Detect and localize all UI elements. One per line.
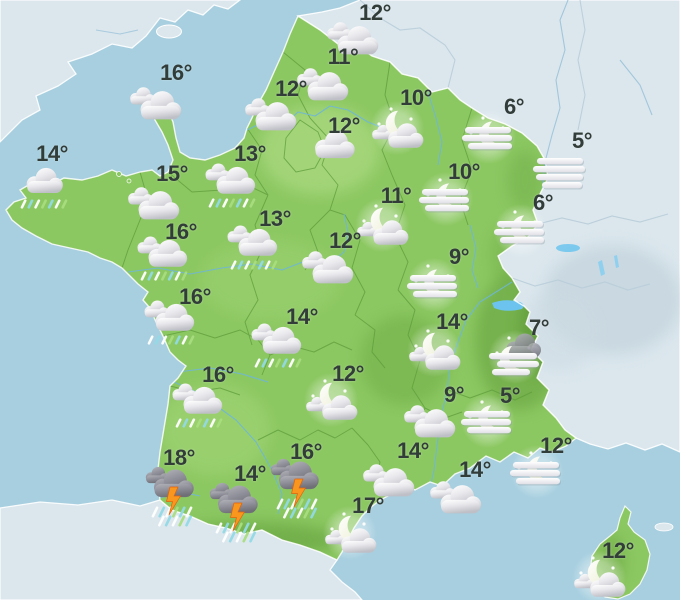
clouds-drizzle-icon [251, 323, 302, 368]
temperature-label: 18° [163, 445, 195, 470]
temperature-label: 12° [332, 361, 364, 386]
cloud-icon [315, 130, 355, 159]
channel-island [126, 178, 132, 184]
clouds-icon [130, 87, 182, 120]
storm-icon [270, 458, 319, 519]
temperature-label: 5° [499, 383, 521, 408]
clouds-drizzle-icon [205, 163, 256, 208]
england-river [95, 29, 139, 35]
temperature-label: 10° [448, 159, 480, 184]
clouds-drizzle-icon [172, 383, 223, 428]
temperature-label: 11° [380, 183, 412, 208]
italian-lakes [598, 255, 619, 276]
clouds-icon [128, 187, 180, 220]
temperature-label: 12° [540, 433, 572, 458]
temperature-label: 14° [36, 141, 68, 166]
moon-cloud-icon [304, 373, 358, 427]
storm-icon [209, 482, 258, 543]
moon-fog-icon [419, 172, 473, 226]
temperature-label: 5° [571, 128, 593, 153]
temperature-label: 14° [234, 461, 266, 486]
fog-icon [533, 158, 586, 190]
temperature-label: 12° [328, 113, 360, 138]
foreign-rivers [544, 0, 653, 163]
foreign-borders [359, 0, 669, 291]
foreign-relief [520, 245, 680, 370]
moon-fog-icon [407, 258, 461, 312]
corsica-border [589, 504, 651, 600]
channel-island [116, 171, 122, 177]
storm-icon [145, 466, 194, 527]
temperature-label: 6° [532, 190, 554, 215]
clouds-icon [245, 98, 297, 131]
temperature-label: 6° [503, 94, 525, 119]
temperature-label: 13° [259, 206, 291, 231]
moon-cloud-icon [355, 198, 409, 252]
england-landmass [0, 0, 242, 143]
moon-fog-icon [510, 445, 564, 499]
lake-geneva [492, 300, 524, 311]
temperature-label: 14° [397, 438, 429, 463]
elba-island [654, 522, 674, 532]
cloud-drizzle-icon [20, 167, 68, 209]
clouds-icon [363, 464, 415, 497]
temperature-label: 10° [400, 85, 432, 110]
temperature-label: 15° [156, 161, 188, 186]
temperature-label: 11° [327, 44, 359, 69]
moon-cloud-icon [572, 550, 626, 600]
temperature-label: 17° [352, 493, 384, 518]
clouds-icon [297, 68, 349, 101]
clouds-icon [404, 405, 456, 438]
temperature-label: 14° [286, 304, 318, 329]
clouds-icon [327, 22, 379, 55]
isle-of-wight [156, 24, 182, 39]
moon-fog-cloud-icon [488, 330, 542, 384]
temperature-label: 14° [459, 457, 491, 482]
moon-fog-icon [462, 110, 516, 164]
temperature-label: 12° [329, 228, 361, 253]
clouds-icon [302, 251, 354, 284]
moon-cloud-icon [370, 101, 424, 155]
temperature-label: 16° [160, 60, 192, 85]
temperature-label: 16° [202, 362, 234, 387]
temperature-label: 7° [528, 315, 550, 340]
lake-constance [556, 244, 580, 252]
temperature-label: 12° [275, 76, 307, 101]
temperature-label: 16° [165, 219, 197, 244]
temperature-label: 9° [443, 382, 465, 407]
clouds-icon [430, 481, 482, 514]
temperature-label: 12° [602, 538, 634, 563]
temperature-label: 13° [234, 141, 266, 166]
temperature-label: 16° [290, 439, 322, 464]
temperature-label: 16° [179, 284, 211, 309]
moon-fog-icon [461, 394, 515, 448]
temperature-label: 9° [448, 244, 470, 269]
region-borders [121, 51, 533, 486]
clouds-drizzle-icon [144, 300, 195, 345]
temperature-label: 12° [359, 0, 391, 25]
clouds-drizzle-icon [227, 225, 278, 270]
moon-cloud-icon [407, 323, 461, 377]
clouds-drizzle-icon [137, 236, 188, 281]
moon-cloud-icon [323, 506, 377, 560]
temperature-label: 14° [436, 309, 468, 334]
moon-fog-icon [494, 204, 548, 258]
